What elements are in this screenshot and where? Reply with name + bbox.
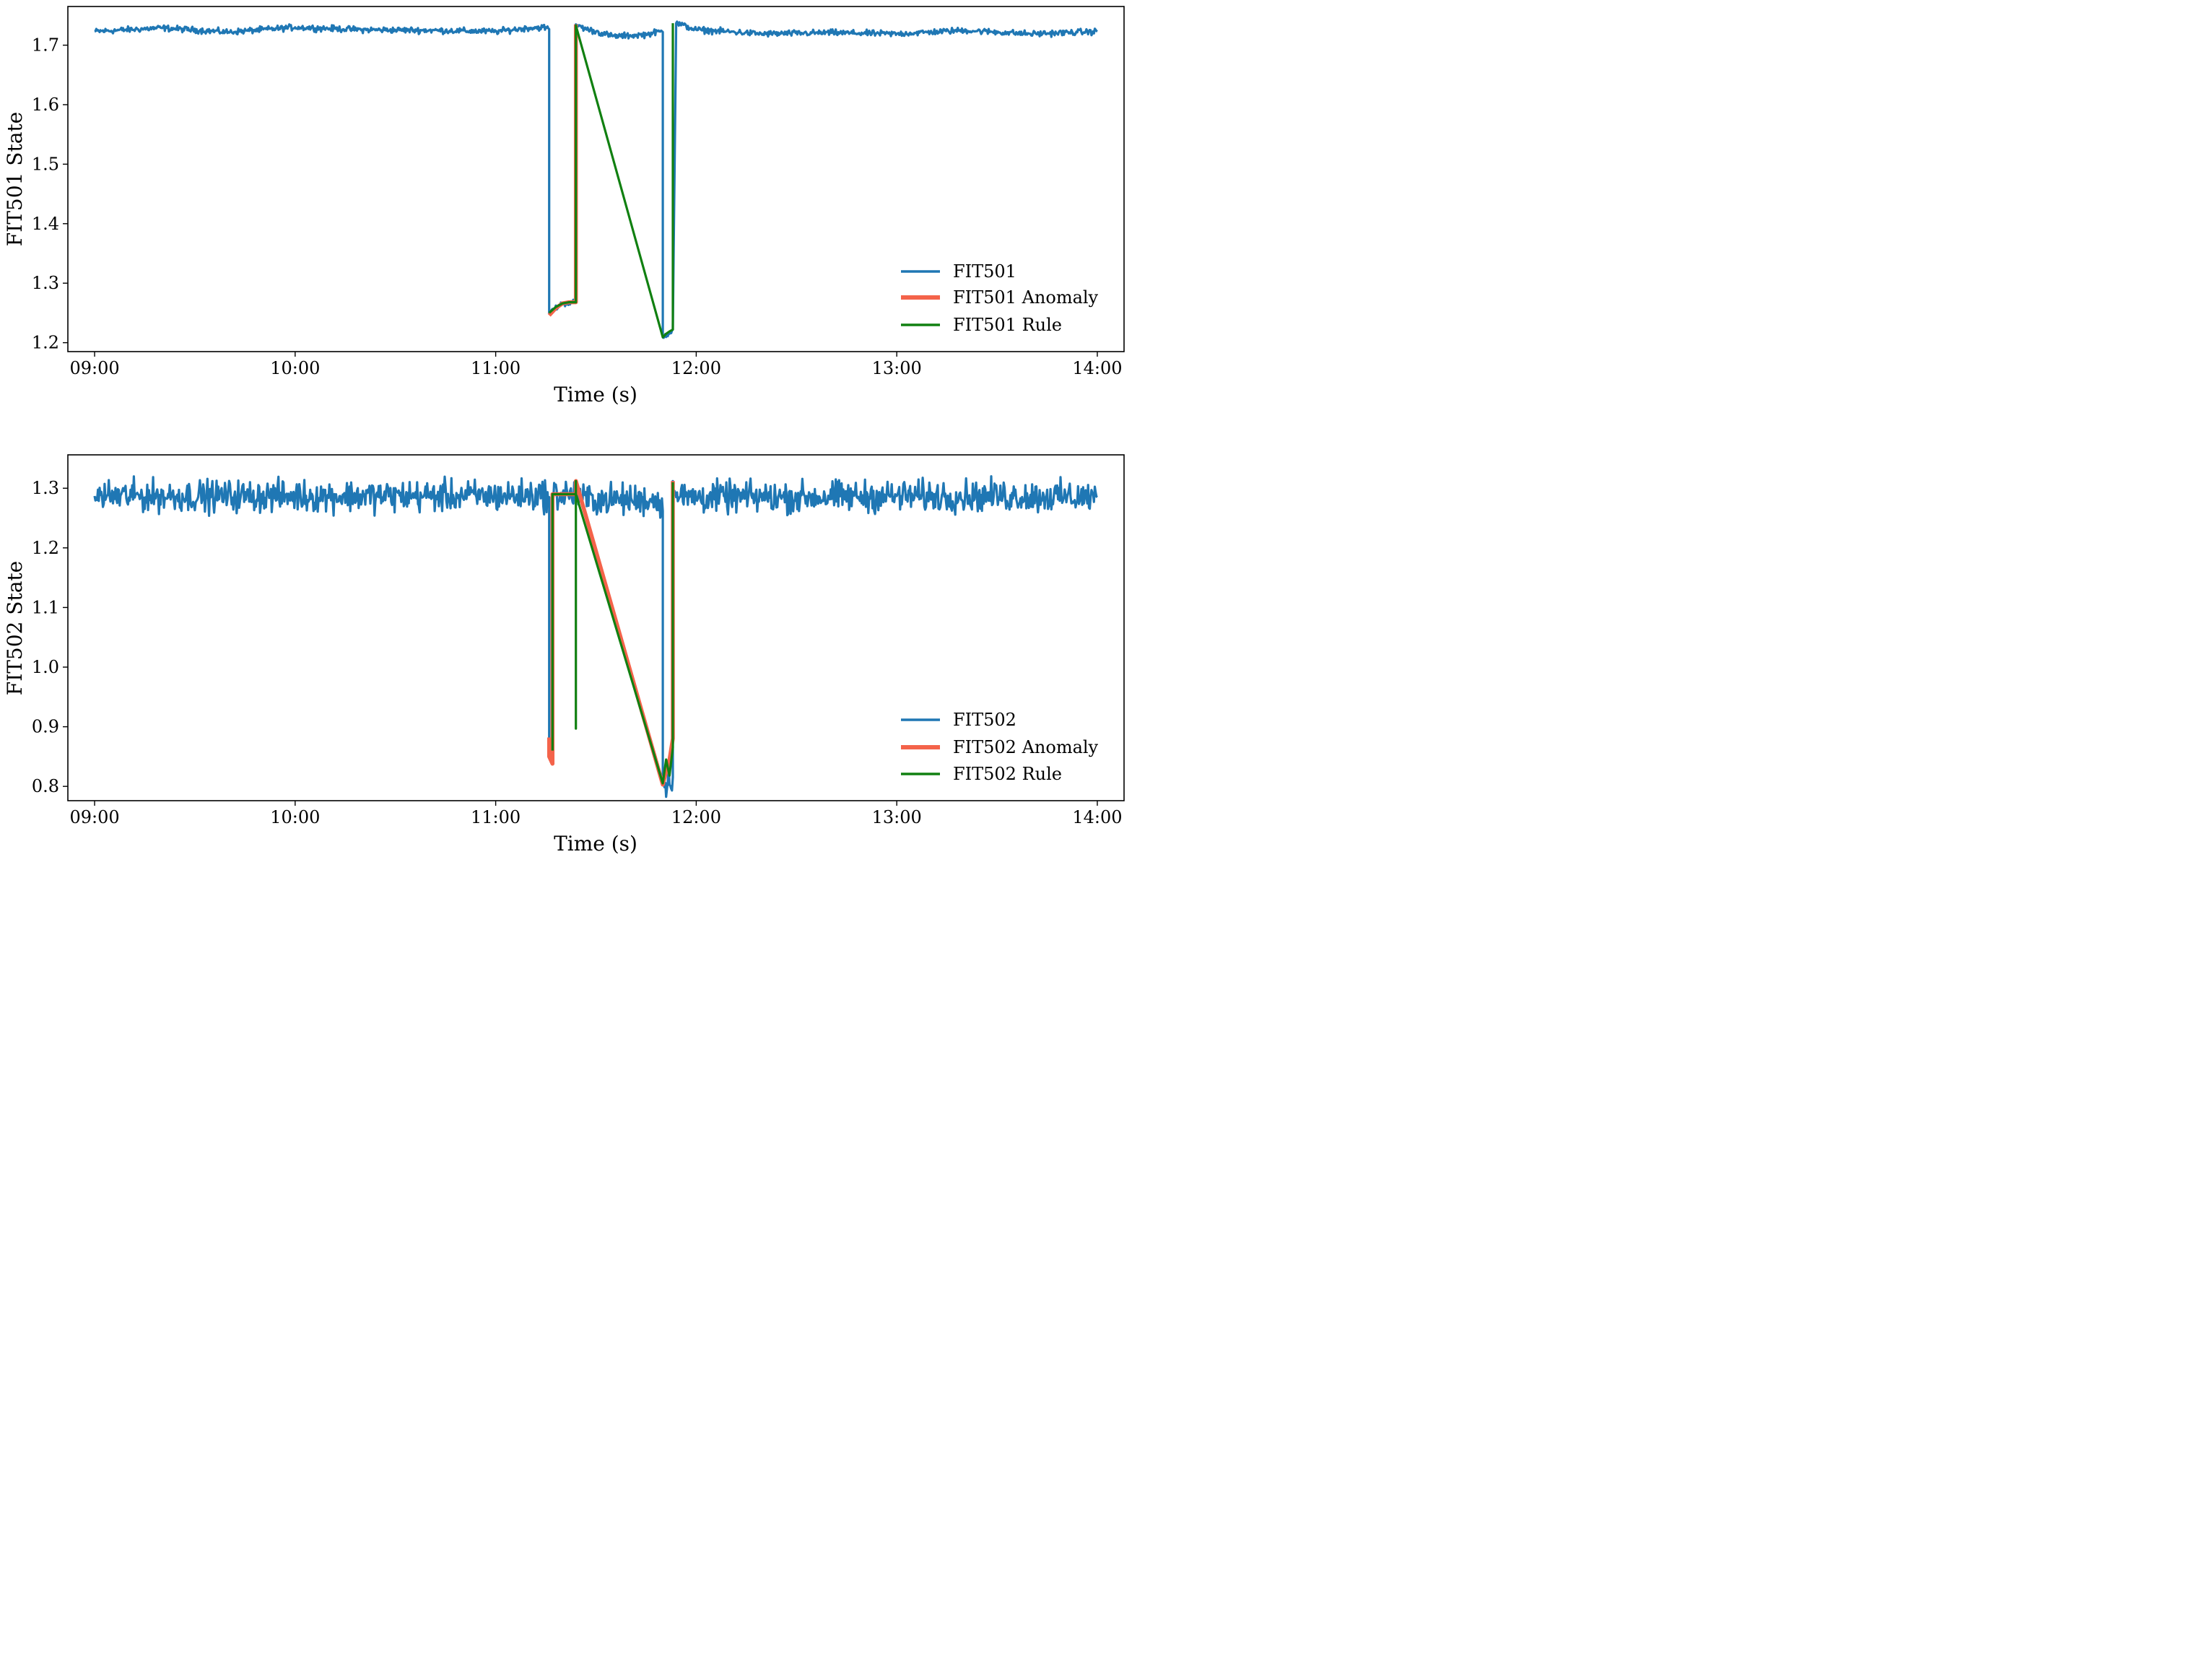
fit502-x-tick-label-0: 09:00 <box>69 807 119 827</box>
legend-label-fit502: FIT502 <box>953 710 1016 730</box>
fit502-y-axis-label: FIT502 State <box>3 561 27 695</box>
fit502-y-tick-label-2: 1.0 <box>32 657 59 677</box>
legend-label-fit501-anomaly: FIT501 Anomaly <box>953 287 1099 308</box>
fit501-y-ticks: 1.2 1.3 1.4 1.5 1.6 1.7 <box>32 35 68 353</box>
figure: 09:00 10:00 11:00 12:00 13:00 14:00 1.2 1.3 1.4… <box>3 6 1125 855</box>
fit501-x-ticks: 09:00 10:00 11:00 12:00 13:00 14:00 <box>69 352 1123 378</box>
fit502-y-tick-label-3: 1.1 <box>32 597 59 617</box>
fit502-y-tick-label-0: 0.8 <box>32 776 59 796</box>
fit501-x-tick-label-2: 11:00 <box>471 358 521 378</box>
fit501-y-axis-label: FIT501 State <box>3 112 27 246</box>
fit501-x-axis-label: Time (s) <box>554 383 637 406</box>
legend-label-fit501: FIT501 <box>953 261 1016 282</box>
fit502-x-axis-label: Time (s) <box>554 832 637 855</box>
fit501-series-line-1 <box>547 24 578 317</box>
fit502-x-tick-label-3: 12:00 <box>671 807 721 827</box>
fit502-legend: FIT502 FIT502 Anomaly FIT502 Rule <box>901 710 1099 784</box>
chart-fit502: 09:00 10:00 11:00 12:00 13:00 14:00 0.8 0.9 1.0… <box>3 454 1125 855</box>
fit502-series-line-1 <box>547 479 675 787</box>
fit502-x-tick-label-1: 10:00 <box>270 807 320 827</box>
fit502-x-tick-label-2: 11:00 <box>471 807 521 827</box>
fit501-y-tick-label-3: 1.5 <box>32 154 59 174</box>
fit502-x-ticks: 09:00 10:00 11:00 12:00 13:00 14:00 <box>69 801 1123 827</box>
fit502-y-ticks: 0.8 0.9 1.0 1.1 1.2 1.3 <box>32 478 68 796</box>
fit501-y-tick-label-1: 1.3 <box>32 273 59 293</box>
fit501-x-tick-label-4: 13:00 <box>872 358 922 378</box>
fit502-plot-lines <box>93 475 1098 799</box>
fit502-x-tick-label-5: 14:00 <box>1072 807 1122 827</box>
fit502-series-line-0 <box>93 475 1098 799</box>
fit502-axes-frame <box>67 454 1125 801</box>
fit502-y-tick-label-1: 0.9 <box>32 717 59 737</box>
fit501-y-tick-label-2: 1.4 <box>32 214 59 234</box>
fit501-series-line-0 <box>94 20 1098 339</box>
chart-fit501: 09:00 10:00 11:00 12:00 13:00 14:00 1.2 1.3 1.4… <box>3 6 1125 406</box>
fit501-x-tick-label-5: 14:00 <box>1072 358 1122 378</box>
fit502-series-line-2 <box>551 479 674 785</box>
fit501-plot-lines <box>94 20 1098 339</box>
fit501-x-tick-label-1: 10:00 <box>270 358 320 378</box>
fit502-x-tick-label-4: 13:00 <box>872 807 922 827</box>
fit501-legend: FIT501 FIT501 Anomaly FIT501 Rule <box>901 261 1099 335</box>
legend-label-fit502-anomaly: FIT502 Anomaly <box>953 737 1099 757</box>
fit501-x-tick-label-3: 12:00 <box>671 358 721 378</box>
legend-label-fit501-rule: FIT501 Rule <box>953 315 1062 335</box>
legend-label-fit502-rule: FIT502 Rule <box>953 764 1062 784</box>
fit501-y-tick-label-5: 1.7 <box>32 35 59 56</box>
fit501-axes-frame <box>67 6 1125 352</box>
fit501-y-tick-label-4: 1.6 <box>32 95 59 115</box>
fit501-y-tick-label-0: 1.2 <box>32 333 59 353</box>
fit501-series-line-2 <box>548 23 674 339</box>
fit502-y-tick-label-4: 1.2 <box>32 538 59 558</box>
fit502-y-tick-label-5: 1.3 <box>32 478 59 498</box>
fit501-x-tick-label-0: 09:00 <box>69 358 119 378</box>
